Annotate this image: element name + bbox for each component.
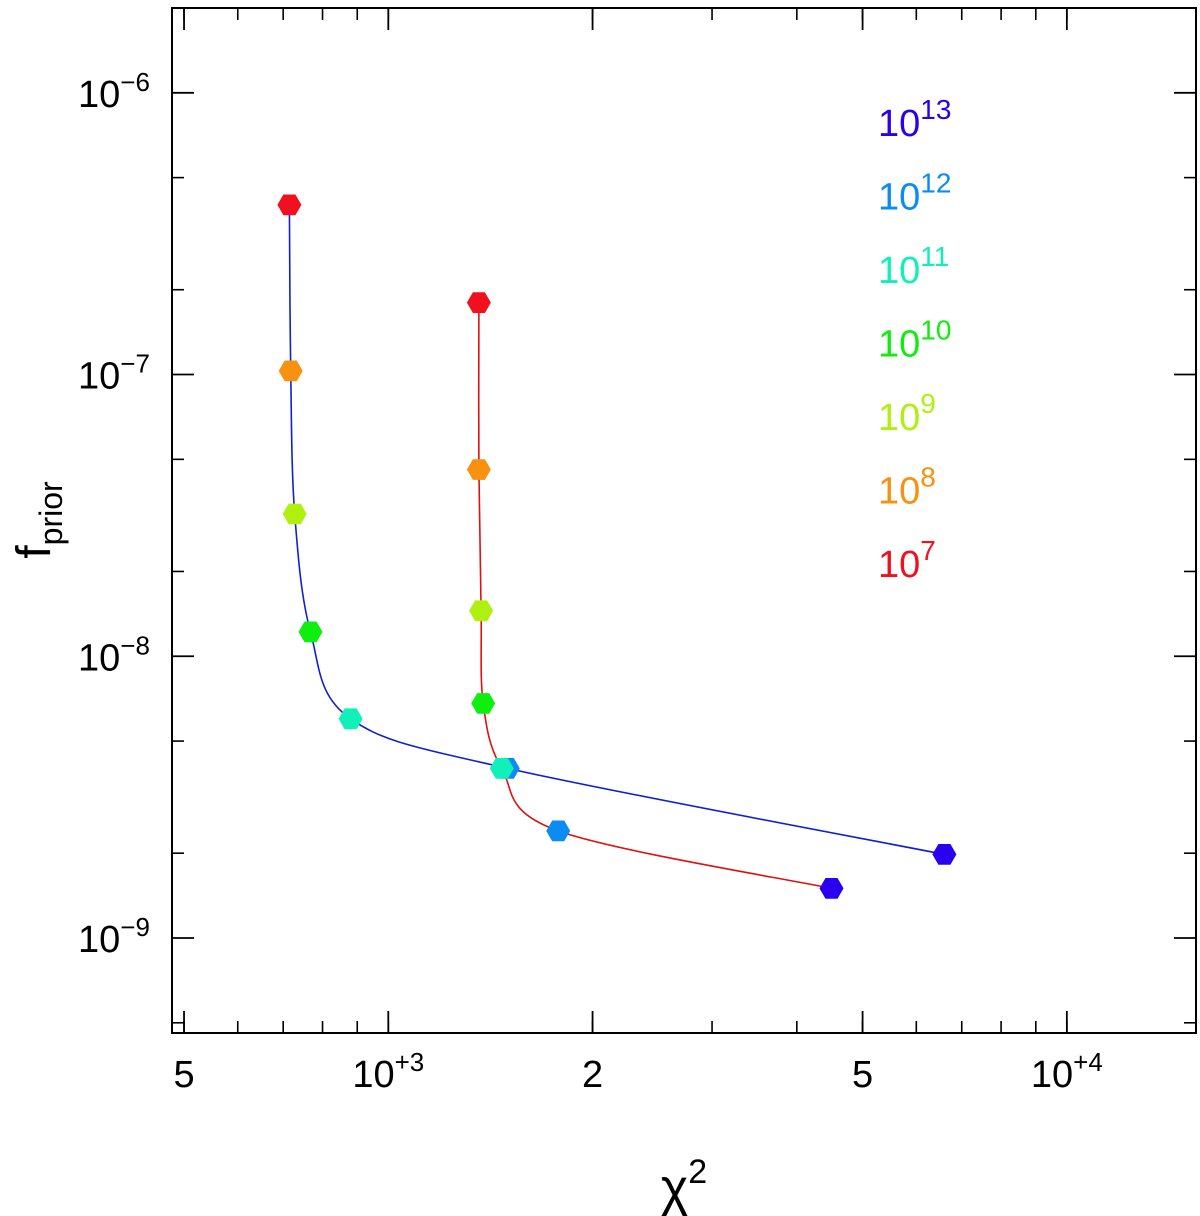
y-tick-label: 10−9 xyxy=(78,912,150,961)
series-2-point xyxy=(546,820,571,842)
series-2-line xyxy=(477,302,832,890)
series-1-point xyxy=(282,503,307,525)
y-tick-label: 10−8 xyxy=(78,630,150,679)
x-tick-label-base: 2 xyxy=(582,1054,603,1096)
y-tick-label-base: 10 xyxy=(78,919,120,961)
series-2-point xyxy=(469,600,494,622)
x-tick-label: 5 xyxy=(173,1054,194,1096)
legend-entry-base: 10 xyxy=(878,397,920,439)
legend-entry-exp: 7 xyxy=(920,535,936,566)
legend-entry-exp: 9 xyxy=(920,388,936,419)
markers xyxy=(277,194,957,899)
x-tick-label: 10+4 xyxy=(1031,1047,1103,1096)
series-1-line xyxy=(288,204,945,856)
series-1-point xyxy=(932,844,957,865)
x-tick-label-exp: +3 xyxy=(395,1047,425,1077)
legend-entry-exp: 11 xyxy=(920,241,949,272)
legend-entry-exp: 10 xyxy=(920,315,951,346)
x-tick-label: 5 xyxy=(852,1054,873,1096)
legend-entry: 107 xyxy=(878,535,936,586)
series-1-point xyxy=(277,194,302,216)
legend-entry-exp: 12 xyxy=(920,168,951,199)
series-2-point xyxy=(466,459,491,480)
legend-entry-base: 10 xyxy=(878,324,920,366)
minor-ticks xyxy=(172,7,1196,1033)
series-lines xyxy=(288,204,945,890)
y-tick-label-exp: −9 xyxy=(120,912,150,942)
y-axis-title-sub: prior xyxy=(33,481,69,545)
legend-entry-base: 10 xyxy=(878,250,920,292)
legend-entry: 1013 xyxy=(878,94,951,145)
series-2-point xyxy=(471,693,496,714)
x-tick-label-base: 10 xyxy=(352,1054,394,1096)
x-tick-label: 2 xyxy=(582,1054,603,1096)
y-tick-label: 10−6 xyxy=(78,67,150,116)
x-axis-title-base: χ xyxy=(661,1159,688,1216)
legend-entry: 1010 xyxy=(878,315,951,366)
series-1-point xyxy=(298,621,323,643)
series-2-point xyxy=(489,758,514,779)
legend-entry: 109 xyxy=(878,388,936,439)
y-tick-label-exp: −8 xyxy=(120,630,150,660)
x-tick-label-base: 5 xyxy=(173,1054,194,1096)
x-axis-title: χ2 xyxy=(661,1153,707,1216)
y-tick-label-exp: −7 xyxy=(120,349,150,379)
x-tick-label: 10+3 xyxy=(352,1047,424,1096)
x-tick-label-base: 5 xyxy=(852,1054,873,1096)
x-tick-label-base: 10 xyxy=(1031,1054,1073,1096)
tick-labels: 5 10+3 2 5 10+410−910−810−710−6 xyxy=(78,67,1103,1096)
series-1-point xyxy=(338,708,363,730)
legend-entry-exp: 13 xyxy=(920,94,951,125)
legend-entry: 1011 xyxy=(878,241,949,292)
y-axis-title-base: f xyxy=(8,545,61,559)
y-tick-label-base: 10 xyxy=(78,356,120,398)
series-1-point xyxy=(278,360,303,382)
y-tick-label-exp: −6 xyxy=(120,67,150,97)
legend-entry: 1012 xyxy=(878,168,951,219)
legend-entry-base: 10 xyxy=(878,471,920,513)
legend-entry-base: 10 xyxy=(878,177,920,219)
legend-entry: 108 xyxy=(878,462,936,513)
y-tick-label-base: 10 xyxy=(78,637,120,679)
series-2-point xyxy=(819,878,844,899)
x-tick-label-exp: +4 xyxy=(1073,1047,1103,1077)
series-2-point xyxy=(466,292,491,313)
x-axis-title-sup: 2 xyxy=(688,1153,707,1191)
plot-frame xyxy=(171,7,1197,1034)
y-tick-label: 10−7 xyxy=(78,349,150,398)
legend-entry-base: 10 xyxy=(878,103,920,145)
legend-entry-base: 10 xyxy=(878,544,920,586)
y-axis-title: fprior xyxy=(8,481,69,559)
major-ticks xyxy=(172,8,1196,1033)
y-tick-label-base: 10 xyxy=(78,74,120,116)
legend-entry-exp: 8 xyxy=(920,462,936,493)
